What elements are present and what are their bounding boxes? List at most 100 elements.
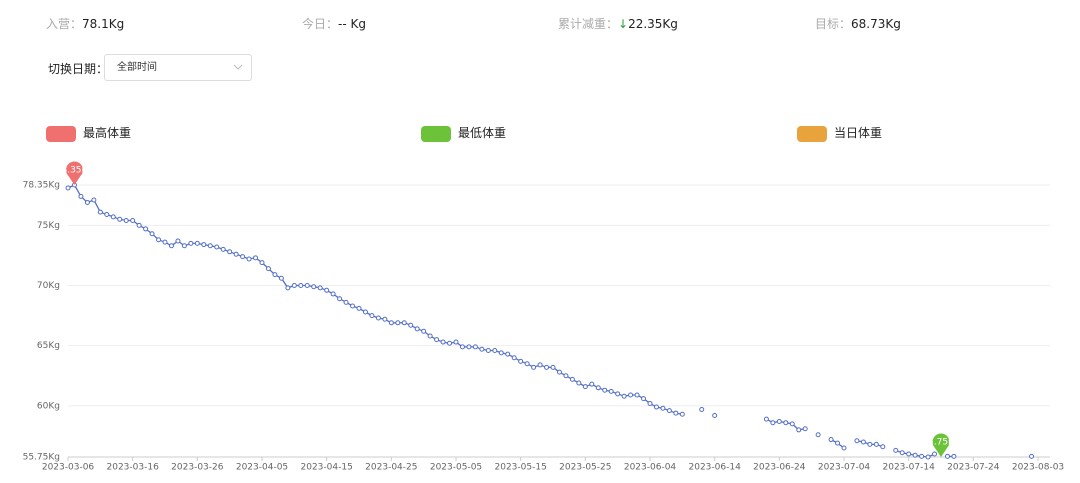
data-point — [615, 391, 621, 397]
legend-item[interactable]: 最低体重 — [421, 124, 506, 142]
data-point — [518, 358, 524, 364]
x-tick-label: 2023-08-03 — [1012, 463, 1064, 473]
data-point — [828, 437, 834, 443]
y-tick-label: 65Kg — [37, 341, 60, 351]
data-point — [841, 445, 847, 451]
legend-label: 最高体重 — [83, 126, 132, 140]
select-value: 全部时间 — [117, 62, 157, 73]
legend-swatch — [797, 125, 827, 142]
stat-value: 22.35Kg — [628, 17, 678, 31]
x-tick-label: 2023-04-25 — [365, 463, 417, 473]
data-point — [395, 320, 401, 326]
data-point — [311, 284, 317, 290]
data-point — [1029, 453, 1035, 459]
data-point — [880, 444, 886, 450]
data-point — [641, 396, 647, 402]
data-point — [265, 266, 271, 272]
data-point — [466, 344, 472, 350]
data-point — [537, 362, 543, 368]
data-point — [796, 427, 802, 433]
stat-label: 目标： — [815, 17, 852, 31]
data-point — [214, 244, 220, 250]
x-tick-label: 2023-07-14 — [883, 463, 936, 473]
legend-label: 最低体重 — [458, 126, 507, 140]
data-point — [582, 384, 588, 390]
data-point — [84, 199, 90, 205]
data-point — [867, 441, 873, 447]
data-point — [563, 373, 569, 379]
stat-value: -- Kg — [338, 17, 366, 31]
data-point — [621, 393, 627, 399]
data-point — [110, 214, 116, 220]
data-point — [589, 381, 595, 387]
data-point — [479, 346, 485, 352]
date-select[interactable]: 全部时间 — [104, 54, 252, 81]
data-point — [246, 256, 252, 262]
x-tick-label: 2023-07-04 — [818, 463, 871, 473]
data-point — [459, 344, 465, 350]
data-point — [925, 454, 931, 460]
data-point — [906, 451, 912, 457]
data-point — [628, 392, 634, 398]
data-point — [434, 337, 440, 343]
stat-label: 累计减重： — [558, 17, 619, 31]
data-point — [556, 369, 562, 375]
data-point — [175, 238, 181, 244]
y-tick-label: 70Kg — [37, 281, 60, 291]
data-point — [259, 260, 265, 266]
data-point — [854, 438, 860, 444]
data-point — [835, 440, 841, 446]
data-point — [802, 426, 808, 432]
data-point — [932, 451, 938, 457]
data-point — [498, 350, 504, 356]
data-point — [382, 316, 388, 322]
data-point — [343, 299, 349, 305]
data-point — [815, 432, 821, 438]
pin — [932, 433, 950, 457]
data-point — [233, 251, 239, 257]
data-point — [944, 453, 950, 459]
data-point — [362, 309, 368, 315]
data-point — [608, 388, 614, 394]
legend-label: 当日体重 — [834, 126, 883, 140]
data-point — [453, 339, 459, 345]
data-point — [375, 315, 381, 321]
data-point — [770, 420, 776, 426]
data-point — [291, 282, 297, 288]
date-filter-label: 切换日期： — [48, 62, 109, 76]
data-point — [899, 450, 905, 456]
data-point — [569, 376, 575, 382]
data-point — [776, 418, 782, 424]
data-point — [511, 355, 517, 361]
legend-item[interactable]: 最高体重 — [46, 124, 131, 142]
data-point — [427, 333, 433, 339]
data-point — [447, 340, 453, 346]
stat: 累计减重：↓22.35Kg — [558, 15, 678, 32]
data-point — [531, 364, 537, 370]
data-point — [181, 243, 187, 249]
data-point — [647, 400, 653, 406]
data-point — [712, 412, 718, 418]
data-point — [188, 240, 194, 246]
x-tick-label: 2023-05-15 — [495, 463, 547, 473]
data-point — [660, 405, 666, 411]
data-point — [317, 285, 323, 291]
x-tick-label: 2023-06-14 — [689, 463, 742, 473]
data-point — [130, 218, 136, 224]
data-point — [356, 305, 362, 311]
data-point — [350, 303, 356, 309]
data-point — [472, 344, 478, 350]
legend-item[interactable]: 当日体重 — [797, 124, 882, 142]
pin — [65, 161, 83, 185]
x-tick-label: 2023-06-04 — [624, 463, 677, 473]
stat-label: 今日： — [302, 17, 339, 31]
data-point — [699, 406, 705, 412]
stat-arrow: ↓ — [618, 17, 629, 31]
x-tick-label: 2023-07-24 — [947, 463, 1000, 473]
y-tick-label: 55.75Kg — [23, 453, 60, 463]
data-point — [65, 185, 71, 191]
data-point — [388, 320, 394, 326]
data-point — [272, 272, 278, 278]
stat-label: 入营： — [46, 17, 83, 31]
data-point — [304, 282, 310, 288]
